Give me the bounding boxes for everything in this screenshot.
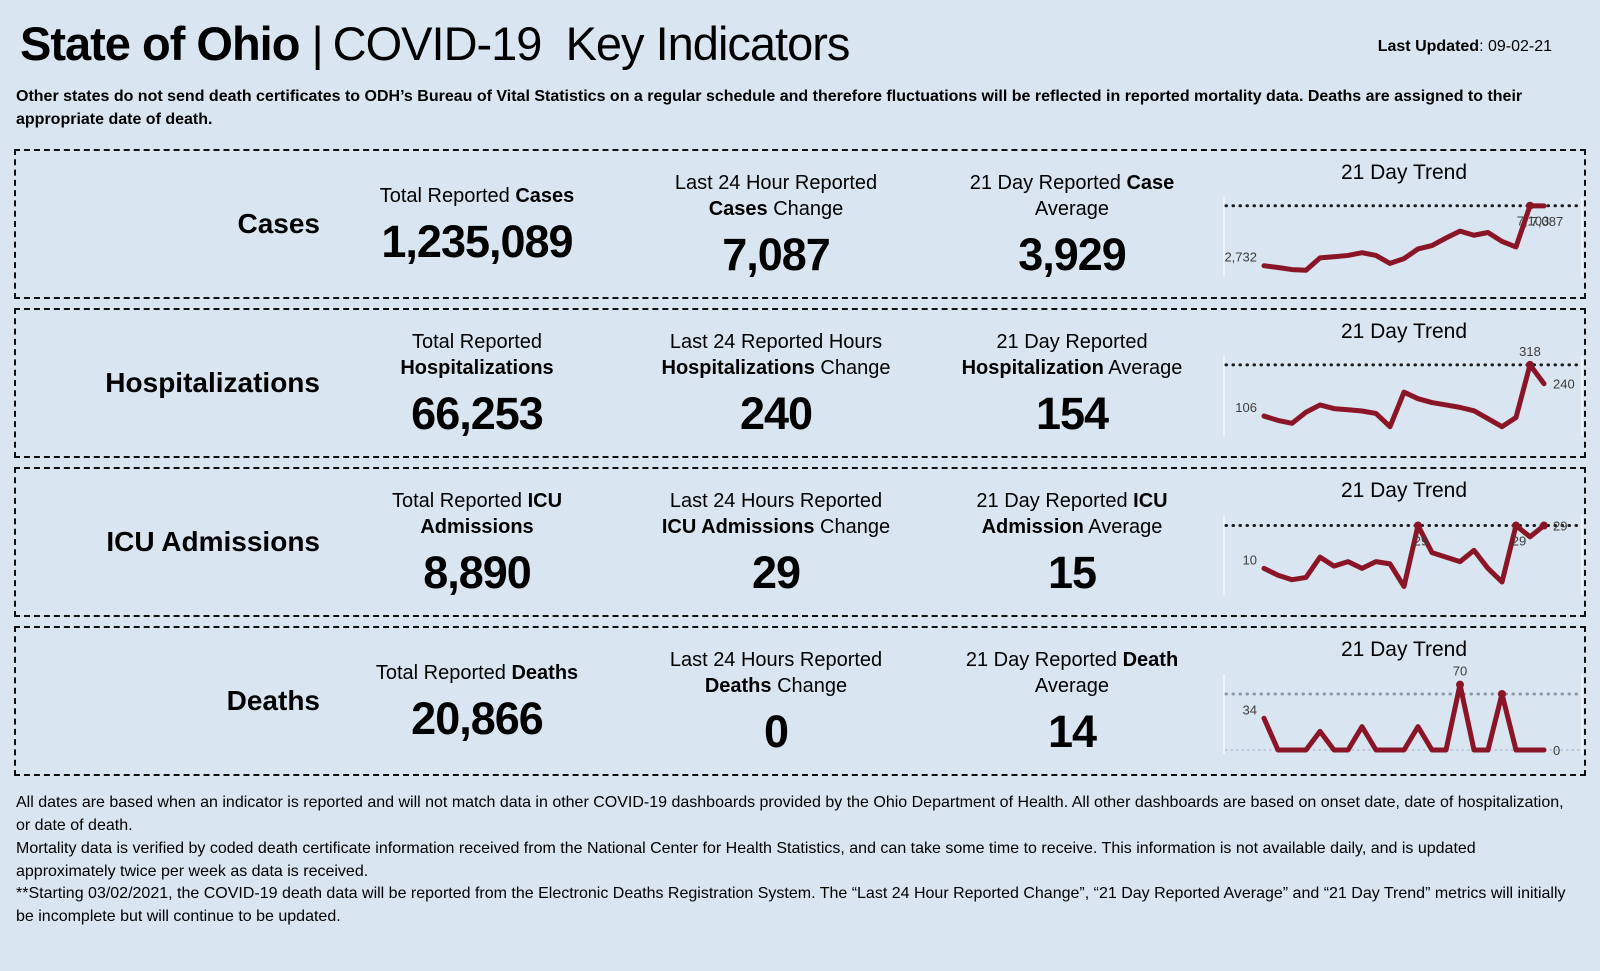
page-title: State of Ohio | COVID-19 Key Indicators	[20, 16, 851, 71]
svg-text:0: 0	[1553, 743, 1560, 758]
trend-hospitalizations: 21 Day Trend 106 318 240	[1218, 310, 1600, 456]
trend-deaths: 21 Day Trend 34 70 0	[1218, 628, 1600, 774]
stat-21day-case-average: 21 Day Reported Case Average 3,929	[926, 151, 1218, 297]
row-icu-admissions: ICU Admissions Total Reported ICU Admiss…	[14, 467, 1586, 618]
stat-total-deaths: Total Reported Deaths 20,866	[328, 628, 626, 774]
stat-label: Last 24 Hours Reported Deaths Change	[669, 648, 883, 698]
svg-text:10: 10	[1243, 553, 1257, 568]
page-title-subject: COVID-19 Key Indicators	[332, 17, 851, 70]
trend-title: 21 Day Trend	[1340, 638, 1468, 662]
trend-sparkline-hospitalizations: 106 318 240	[1223, 344, 1583, 437]
svg-text:29: 29	[1512, 534, 1526, 549]
stat-24h-icu-admissions-change: Last 24 Hours Reported ICU Admissions Ch…	[626, 469, 926, 615]
svg-text:7,087: 7,087	[1531, 214, 1564, 229]
last-updated-value: : 09-02-21	[1479, 38, 1552, 55]
trend-sparkline-icu-admissions: 10 29 29 29	[1223, 515, 1583, 596]
stat-21day-icu-admission-average: 21 Day Reported ICU Admission Average 15	[926, 469, 1218, 615]
stat-label: Last 24 Hours Reported ICU Admissions Ch…	[661, 489, 891, 539]
trend-title: 21 Day Trend	[1340, 320, 1468, 344]
trend-title: 21 Day Trend	[1340, 479, 1468, 503]
stat-value: 8,890	[423, 546, 532, 598]
page-title-state: State of Ohio	[20, 17, 300, 70]
stat-label: 21 Day Reported Death Average	[965, 648, 1179, 698]
stat-21day-hospitalization-average: 21 Day Reported Hospitalization Average …	[926, 310, 1218, 456]
stat-total-cases: Total Reported Cases 1,235,089	[328, 151, 626, 297]
stat-value: 15	[1047, 546, 1097, 598]
svg-text:29: 29	[1414, 534, 1428, 549]
stat-24h-cases-change: Last 24 Hour Reported Cases Change 7,087	[626, 151, 926, 297]
mortality-disclaimer: Other states do not send death certifica…	[16, 88, 1523, 129]
footnote-reporting-dates: All dates are based when an indicator is…	[16, 794, 1564, 835]
trend-title: 21 Day Trend	[1340, 161, 1468, 185]
stat-24h-hospitalizations-change: Last 24 Reported Hours Hospitalizations …	[626, 310, 926, 456]
stat-value: 240	[739, 387, 813, 439]
footnote-mortality-verification: Mortality data is verified by coded deat…	[16, 839, 1476, 880]
stat-value: 1,235,089	[381, 215, 573, 267]
stat-label: Total Reported Deaths	[375, 662, 579, 685]
trend-sparkline-deaths: 34 70 0	[1223, 664, 1583, 758]
page-title-separator: |	[311, 17, 323, 70]
svg-text:34: 34	[1243, 703, 1257, 718]
last-updated-label: Last Updated	[1377, 38, 1480, 55]
stat-value: 0	[763, 705, 789, 757]
row-label-deaths: Deaths	[226, 685, 320, 717]
stat-label: Total Reported Hospitalizations	[400, 330, 554, 380]
last-updated: Last Updated: 09-02-21	[1378, 38, 1552, 56]
stat-21day-death-average: 21 Day Reported Death Average 14	[926, 628, 1218, 774]
stat-label: Last 24 Hour Reported Cases Change	[674, 171, 878, 221]
footnotes: All dates are based when an indicator is…	[16, 792, 1570, 928]
row-hospitalizations: Hospitalizations Total Reported Hospital…	[14, 308, 1586, 459]
svg-text:240: 240	[1553, 377, 1575, 392]
trend-icu-admissions: 21 Day Trend 10 29 29 29	[1218, 469, 1600, 615]
stat-value: 29	[751, 546, 801, 598]
stat-label: Total Reported Cases	[379, 185, 575, 208]
stat-label: Last 24 Reported Hours Hospitalizations …	[661, 330, 891, 380]
row-label-hospitalizations: Hospitalizations	[105, 367, 320, 399]
stat-value: 20,866	[411, 692, 544, 744]
svg-text:29: 29	[1553, 519, 1567, 534]
stat-value: 7,087	[722, 228, 831, 280]
row-deaths: Deaths Total Reported Deaths 20,866 Last…	[14, 626, 1586, 777]
svg-text:7,103: 7,103	[1517, 214, 1550, 229]
stat-label: 21 Day Reported Case Average	[969, 171, 1175, 221]
stat-value: 14	[1047, 705, 1097, 757]
stat-24h-deaths-change: Last 24 Hours Reported Deaths Change 0	[626, 628, 926, 774]
footnote-edrs: **Starting 03/02/2021, the COVID-19 deat…	[16, 885, 1566, 925]
stat-value: 3,929	[1018, 228, 1127, 280]
stat-value: 66,253	[411, 387, 544, 439]
stat-label: Total Reported ICU Admissions	[391, 489, 563, 539]
page-header: State of Ohio | COVID-19 Key Indicators La…	[0, 0, 1600, 71]
indicator-rows: Cases Total Reported Cases 1,235,089 Las…	[0, 149, 1600, 777]
stat-total-hospitalizations: Total Reported Hospitalizations 66,253	[328, 310, 626, 456]
row-label-cases: Cases	[237, 208, 320, 240]
svg-text:106: 106	[1235, 400, 1257, 415]
trend-cases: 21 Day Trend 2,732 7,103 7,087	[1218, 151, 1600, 297]
stat-label: 21 Day Reported ICU Admission Average	[976, 489, 1168, 539]
row-cases: Cases Total Reported Cases 1,235,089 Las…	[14, 149, 1586, 300]
stat-label: 21 Day Reported Hospitalization Average	[961, 330, 1183, 380]
row-label-icu-admissions: ICU Admissions	[106, 526, 320, 558]
svg-text:318: 318	[1519, 344, 1541, 359]
svg-text:2,732: 2,732	[1224, 250, 1257, 265]
stat-total-icu-admissions: Total Reported ICU Admissions 8,890	[328, 469, 626, 615]
stat-value: 154	[1035, 387, 1109, 439]
svg-text:70: 70	[1453, 664, 1467, 679]
